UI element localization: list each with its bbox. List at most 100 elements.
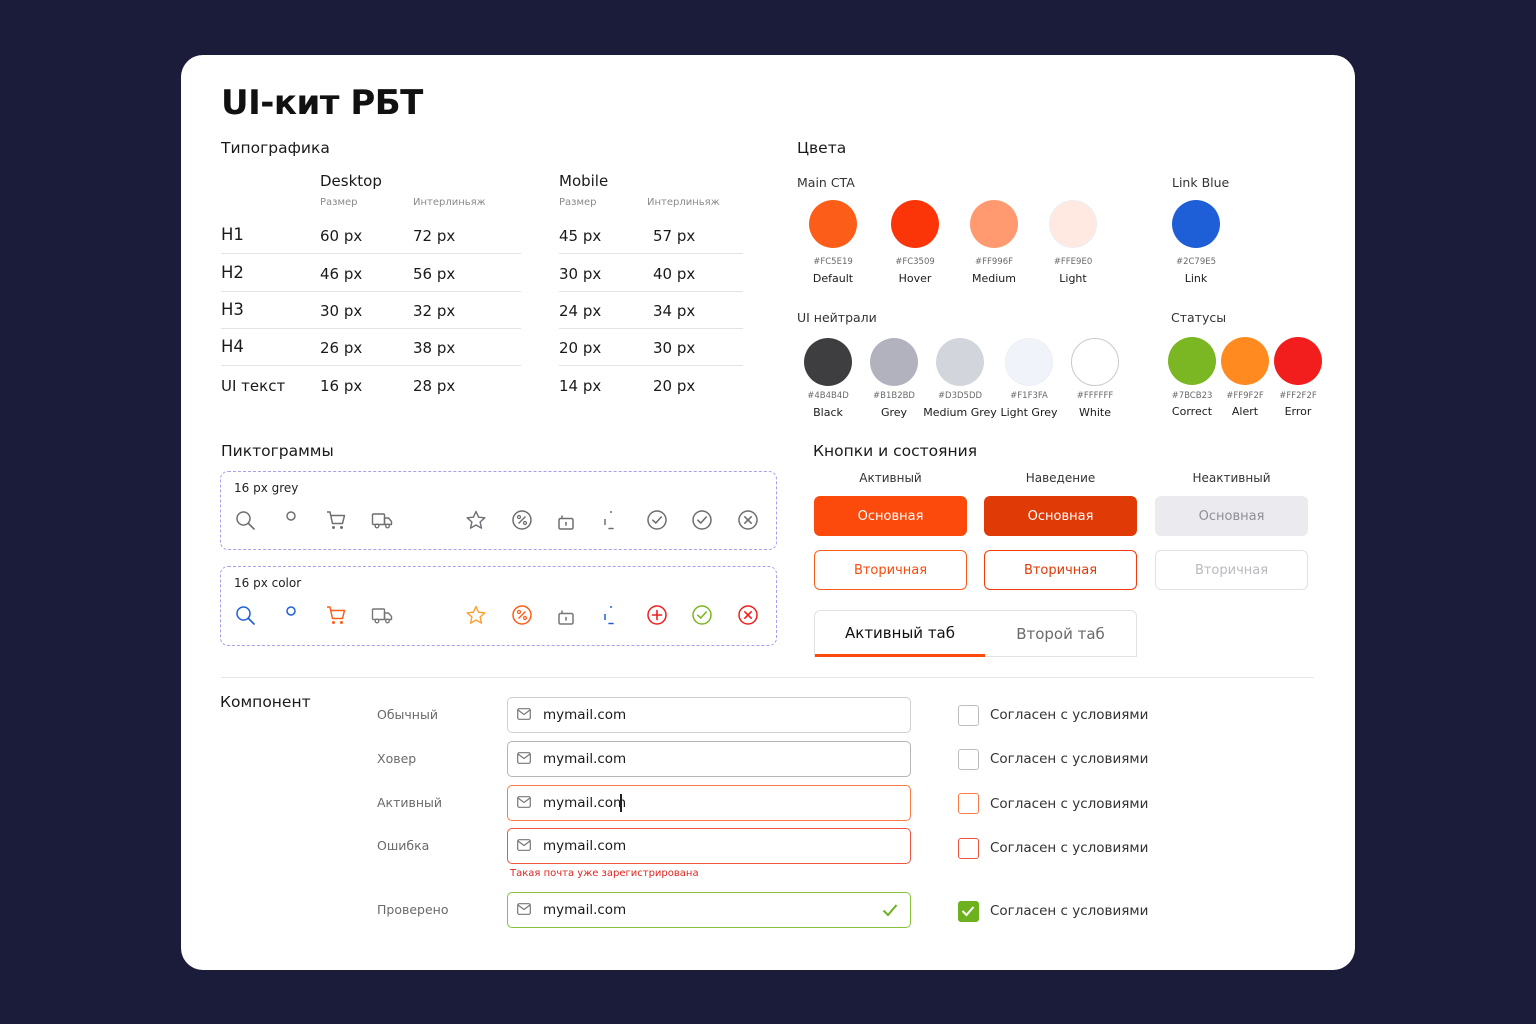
field-label-normal: Обычный bbox=[377, 707, 438, 722]
color-name: Correct bbox=[1171, 405, 1213, 418]
main-cta-label: Main CTA bbox=[797, 175, 855, 190]
field-label-verified: Проверено bbox=[377, 902, 449, 917]
color-name: Error bbox=[1284, 405, 1312, 418]
desktop-size: 26 px bbox=[320, 339, 363, 357]
desktop-size: 60 px bbox=[320, 227, 363, 245]
col-inactive-label: Неактивный bbox=[1192, 471, 1271, 485]
primary-button-active[interactable]: Основная bbox=[814, 496, 967, 536]
secondary-button-hover[interactable]: Вторичная bbox=[984, 550, 1137, 590]
color-name: Medium Grey bbox=[923, 406, 997, 419]
mobile-leading: 57 px bbox=[653, 227, 696, 245]
truck-icon bbox=[371, 604, 393, 626]
section-divider bbox=[221, 677, 1314, 678]
icons-color-box: 16 px color bbox=[220, 566, 777, 646]
color-name: Link bbox=[1184, 272, 1208, 285]
primary-button-hover[interactable]: Основная bbox=[984, 496, 1137, 536]
buttons-heading: Кнопки и состояния bbox=[813, 442, 978, 460]
field-label-error: Ошибка bbox=[377, 838, 430, 853]
row-label: H2 bbox=[221, 263, 244, 282]
tab-second[interactable]: Второй таб bbox=[1016, 625, 1105, 643]
check-circle-icon bbox=[691, 509, 713, 531]
color-swatch-error bbox=[1274, 337, 1322, 385]
color-swatch-medium-grey bbox=[936, 338, 984, 386]
desktop-leading: 56 px bbox=[413, 265, 456, 283]
search-icon bbox=[234, 604, 256, 626]
mobile-size: 45 px bbox=[559, 227, 602, 245]
typography-row-h1-mobile: 45 px 57 px bbox=[559, 217, 743, 254]
color-swatch-default bbox=[809, 200, 857, 248]
color-hex: #FFE9E0 bbox=[1053, 257, 1093, 267]
email-value: mymail.com bbox=[543, 795, 627, 811]
color-hex: #D3D5DD bbox=[937, 391, 983, 401]
field-label-active: Активный bbox=[377, 795, 443, 810]
color-name: Medium bbox=[972, 272, 1016, 285]
truck-icon bbox=[371, 509, 393, 531]
color-swatch-light bbox=[1049, 200, 1097, 248]
email-field-verified[interactable]: mymail.com bbox=[507, 892, 911, 928]
terms-checkbox-normal[interactable] bbox=[958, 705, 979, 726]
icons-grey-label: 16 px grey bbox=[234, 481, 299, 495]
close-circle-icon bbox=[737, 604, 759, 626]
row-label: H4 bbox=[221, 337, 244, 356]
typography-row-h3: H3 30 px 32 px bbox=[221, 292, 521, 329]
color-hex: #FF2F2F bbox=[1279, 391, 1317, 401]
secondary-button-inactive[interactable]: Вторичная bbox=[1155, 550, 1308, 590]
color-name: Alert bbox=[1231, 405, 1259, 418]
color-name: Black bbox=[813, 406, 843, 419]
typography-row-h1: H1 60 px 72 px bbox=[221, 217, 521, 254]
terms-label: Согласен с условиями bbox=[990, 796, 1149, 812]
field-label-hover: Ховер bbox=[377, 751, 417, 766]
desktop-size-col: Размер bbox=[320, 197, 358, 208]
email-field-active[interactable]: mymail.com bbox=[507, 785, 911, 821]
user-icon bbox=[280, 604, 302, 626]
mobile-size: 20 px bbox=[559, 339, 602, 357]
bell-icon bbox=[600, 604, 622, 626]
color-hex: #B1B2BD bbox=[873, 391, 915, 401]
color-swatch-hover bbox=[891, 200, 939, 248]
color-swatch-link bbox=[1172, 200, 1220, 248]
color-name: Light bbox=[1059, 272, 1087, 285]
terms-checkbox-error[interactable] bbox=[958, 838, 979, 859]
plus-circle-icon bbox=[646, 604, 668, 626]
terms-label: Согласен с условиями bbox=[990, 903, 1149, 919]
mobile-leading: 20 px bbox=[653, 377, 696, 395]
typography-row-h2-mobile: 30 px 40 px bbox=[559, 255, 743, 292]
terms-checkbox-active[interactable] bbox=[958, 793, 979, 814]
search-icon bbox=[234, 509, 256, 531]
color-swatch-light-grey bbox=[1005, 338, 1053, 386]
typography-row-h2: H2 46 px 56 px bbox=[221, 255, 521, 292]
terms-checkbox-hover[interactable] bbox=[958, 749, 979, 770]
mobile-size: 24 px bbox=[559, 302, 602, 320]
mail-icon bbox=[517, 839, 531, 851]
color-hex: #FF9F2F bbox=[1226, 391, 1264, 401]
tab-bar: Активный таб Второй таб bbox=[814, 610, 1137, 657]
desktop-size: 30 px bbox=[320, 302, 363, 320]
email-field-error[interactable]: mymail.com bbox=[507, 828, 911, 864]
typography-row-h4-mobile: 20 px 30 px bbox=[559, 329, 743, 366]
lock-icon bbox=[555, 604, 577, 626]
star-icon bbox=[465, 604, 487, 626]
color-swatch-medium bbox=[970, 200, 1018, 248]
color-hex: #4B4B4D bbox=[807, 391, 849, 401]
cart-icon bbox=[325, 509, 347, 531]
close-circle-icon bbox=[737, 509, 759, 531]
heart-icon bbox=[419, 509, 441, 531]
user-icon bbox=[280, 509, 302, 531]
component-heading: Компонент bbox=[220, 693, 311, 711]
tab-active[interactable]: Активный таб bbox=[815, 611, 985, 657]
color-swatch-grey bbox=[870, 338, 918, 386]
mobile-leading-col: Интерлиньяж bbox=[647, 197, 720, 208]
terms-checkbox-checked[interactable] bbox=[958, 901, 979, 922]
color-name: Light Grey bbox=[1000, 406, 1058, 419]
terms-label: Согласен с условиями bbox=[990, 707, 1149, 723]
secondary-button-active[interactable]: Вторичная bbox=[814, 550, 967, 590]
check-circle-icon bbox=[691, 604, 713, 626]
email-field-hover[interactable]: mymail.com bbox=[507, 741, 911, 777]
check-icon bbox=[882, 904, 898, 917]
desktop-size: 46 px bbox=[320, 265, 363, 283]
color-swatch-white bbox=[1071, 338, 1119, 386]
mail-icon bbox=[517, 752, 531, 764]
neutrals-label: UI нейтрали bbox=[797, 310, 877, 325]
primary-button-inactive[interactable]: Основная bbox=[1155, 496, 1308, 536]
email-field-normal[interactable]: mymail.com bbox=[507, 697, 911, 733]
